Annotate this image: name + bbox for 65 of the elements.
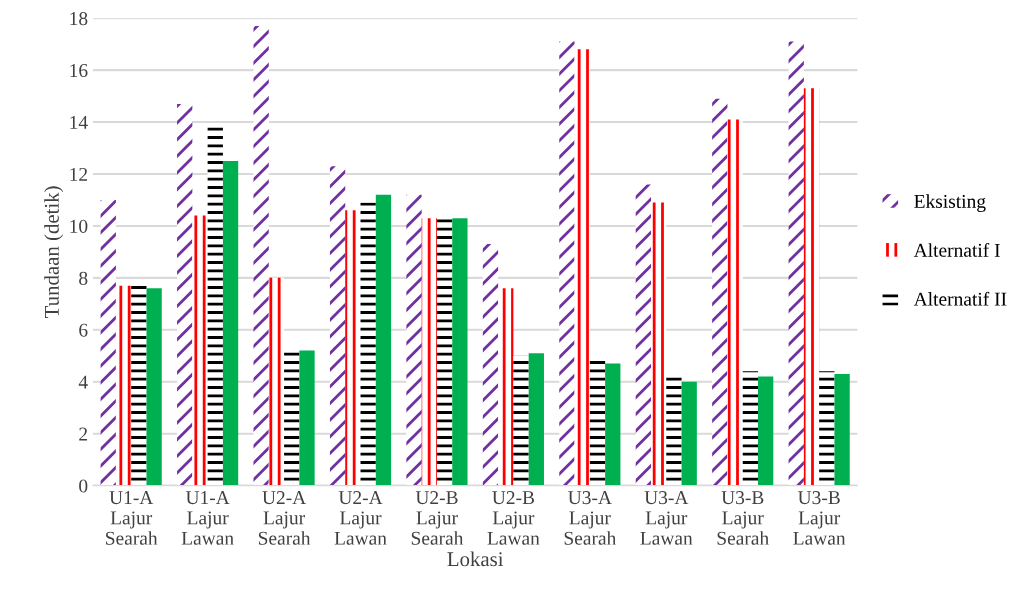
legend-label: Alternatif II	[913, 291, 1007, 306]
bar	[131, 283, 147, 486]
x-tick-label: U3-A Lajur Lawan	[640, 491, 693, 545]
bar	[788, 41, 804, 486]
bar	[115, 285, 132, 486]
y-tick-label: 12	[70, 167, 88, 181]
y-tick-label: 4	[78, 375, 88, 389]
bar	[635, 184, 651, 486]
bar	[253, 26, 269, 486]
y-tick-label: 8	[79, 271, 88, 285]
legend-label: Alternatif I	[913, 242, 1000, 257]
bar	[605, 363, 621, 486]
bar	[192, 215, 208, 486]
bar	[742, 371, 759, 486]
x-tick-label: U2-B Lajur Searah	[411, 491, 464, 545]
bar	[284, 350, 300, 486]
x-axis-title: Lokasi	[447, 551, 504, 567]
y-tick-label: 10	[70, 219, 88, 233]
y-tick-label: 2	[79, 427, 88, 441]
bar	[146, 288, 162, 486]
bar	[574, 49, 590, 486]
bar	[345, 210, 361, 486]
bar	[589, 358, 606, 486]
y-tick-label: 6	[79, 323, 88, 337]
bar	[727, 119, 743, 486]
x-tick-label: U2-A Lajur Searah	[258, 491, 311, 545]
bar	[268, 277, 285, 486]
y-axis-title: Tundaan (detik)	[44, 186, 64, 318]
bar	[666, 376, 682, 486]
bar	[513, 355, 529, 486]
bar	[681, 381, 697, 486]
bar	[834, 373, 850, 486]
bar	[712, 98, 728, 486]
x-tick-label: U2-A Lajur Lawan	[334, 491, 387, 545]
bar	[360, 202, 376, 486]
legend-label: Eksisting	[914, 194, 986, 212]
x-tick-label: U3-B Lajur Searah	[717, 491, 769, 545]
bar	[222, 161, 239, 486]
y-tick-label: 14	[70, 115, 88, 129]
bar	[207, 124, 223, 486]
x-tick-label: U2-B Lajur Lawan	[487, 491, 540, 545]
bar	[758, 376, 774, 486]
bar	[100, 199, 116, 486]
bar	[177, 103, 193, 486]
bar	[375, 194, 392, 486]
bar	[651, 202, 667, 486]
bar	[421, 218, 437, 486]
bar	[406, 194, 422, 486]
bar	[528, 353, 544, 486]
bar	[559, 41, 575, 486]
bar	[819, 371, 835, 486]
bar	[329, 166, 346, 486]
bar	[498, 288, 514, 486]
y-tick-label: 16	[70, 64, 88, 78]
bar	[299, 350, 315, 486]
x-tick-label: U3-A Lajur Searah	[564, 491, 617, 545]
bar	[803, 88, 820, 486]
bar	[452, 218, 468, 486]
y-tick-label: 18	[70, 12, 88, 26]
x-tick-label: U1-A Lajur Searah	[106, 491, 158, 545]
y-tick-label: 0	[79, 479, 88, 493]
bar	[482, 244, 499, 486]
x-tick-label: U3-B Lajur Lawan	[793, 491, 846, 545]
bar	[436, 215, 453, 486]
x-tick-label: U1-A Lajur Lawan	[181, 491, 234, 545]
